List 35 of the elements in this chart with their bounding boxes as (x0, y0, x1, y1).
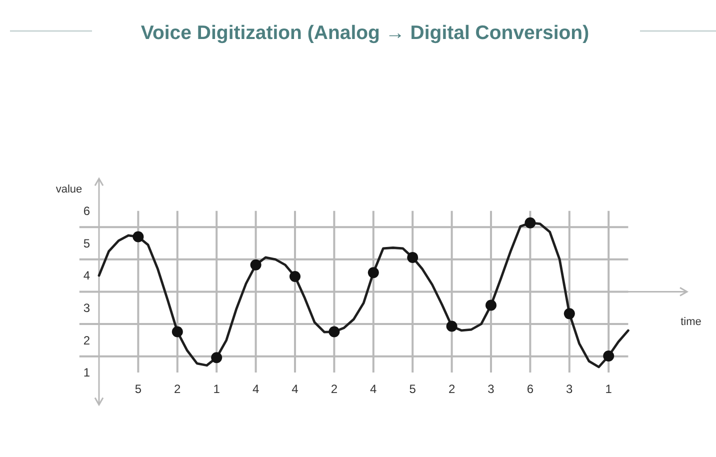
x-tick-label: 4 (370, 382, 378, 396)
x-tick-label: 5 (409, 382, 416, 396)
x-tick-label: 3 (488, 382, 495, 396)
point (250, 259, 262, 270)
point (407, 252, 418, 263)
x-tick-label: 4 (292, 382, 299, 396)
y-tick-label: 6 (83, 204, 90, 218)
y-tick-label: 1 (83, 366, 90, 380)
x-axis-title: time (680, 316, 702, 328)
point (211, 352, 222, 364)
point (486, 300, 496, 311)
point (524, 217, 536, 228)
y-tick-label: 4 (83, 268, 90, 283)
y-tick-label: 5 (83, 236, 90, 250)
point (564, 308, 575, 320)
point (290, 271, 300, 282)
point (368, 267, 379, 278)
x-tick-label: 3 (566, 382, 574, 396)
point (328, 326, 340, 338)
x-tick-label: 2 (174, 382, 182, 396)
x-tick-label: 1 (213, 382, 220, 396)
x-tick-label: 4 (252, 382, 260, 396)
x-tick-label: 2 (330, 382, 338, 396)
point (446, 320, 458, 332)
y-tick-label: 2 (83, 333, 90, 348)
chart-title: Voice Digitization (Analog → Digital Conversion) (140, 22, 590, 44)
x-tick-label: 5 (134, 382, 142, 396)
x-tick-label: 1 (605, 382, 612, 396)
point (172, 326, 183, 338)
x-tick-label: 6 (526, 382, 534, 396)
x-tick-label: 2 (448, 382, 456, 396)
point (132, 231, 144, 242)
y-tick-label: 3 (83, 301, 90, 316)
y-axis-title: value (56, 184, 82, 196)
point (603, 350, 614, 362)
